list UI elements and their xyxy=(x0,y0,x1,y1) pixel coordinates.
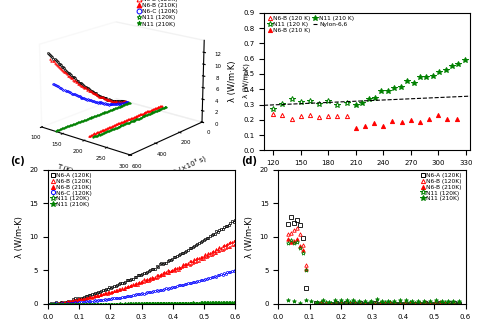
Text: (d): (d) xyxy=(241,156,257,166)
Y-axis label: t (×10³ s): t (×10³ s) xyxy=(173,154,207,175)
X-axis label: T (K): T (K) xyxy=(56,163,74,174)
Legend: N6-A (120K), N6-B (120K), N6-B (210K), N6-C (120K), N11 (120K), N11 (210K): N6-A (120K), N6-B (120K), N6-B (210K), N… xyxy=(51,172,93,208)
Legend: N6-A (120K), N6-B (120K), N6-B (210K), N6-C (120K), N11 (120K), N11 (210K): N6-A (120K), N6-B (120K), N6-B (210K), N… xyxy=(137,0,178,27)
Y-axis label: λ (W/m-K): λ (W/m-K) xyxy=(15,216,24,258)
X-axis label: T  (K): T (K) xyxy=(356,172,378,181)
Y-axis label: λ (W/m·K): λ (W/m·K) xyxy=(228,61,238,102)
Legend: N6-B (120 K), N11 (120 K), N6-B (210 K), N11 (210 K), Nylon-6,6: N6-B (120 K), N11 (120 K), N6-B (210 K),… xyxy=(267,16,355,34)
Text: (c): (c) xyxy=(11,156,25,166)
Y-axis label: λ (W/m-K): λ (W/m-K) xyxy=(245,216,254,258)
Legend: N6-A (120K), N6-B (120K), N6-B (210K), N11 (120K), N11 (210K): N6-A (120K), N6-B (120K), N6-B (210K), N… xyxy=(421,172,463,202)
